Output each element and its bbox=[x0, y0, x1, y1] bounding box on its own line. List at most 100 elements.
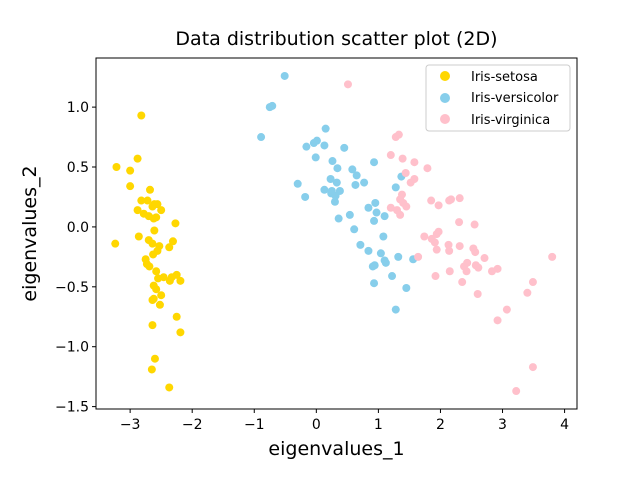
data-point-iris-virginica-35 bbox=[480, 254, 489, 263]
data-point-iris-virginica-2 bbox=[391, 133, 400, 142]
x-tick-label: −2 bbox=[182, 417, 203, 433]
data-point-iris-versicolor-29 bbox=[371, 198, 380, 207]
data-point-iris-versicolor-3 bbox=[257, 133, 266, 142]
data-point-iris-versicolor-38 bbox=[379, 232, 388, 241]
y-tick-label: −1.0 bbox=[55, 340, 89, 356]
data-point-iris-versicolor-9 bbox=[340, 143, 349, 152]
data-point-iris-versicolor-19 bbox=[351, 180, 360, 189]
data-point-iris-versicolor-28 bbox=[391, 183, 400, 192]
data-point-iris-versicolor-0 bbox=[280, 71, 289, 80]
legend: Iris-setosa Iris-versicolor Iris-virgini… bbox=[425, 64, 571, 132]
data-point-iris-versicolor-47 bbox=[388, 272, 397, 281]
data-point-iris-setosa-40 bbox=[172, 312, 181, 321]
data-point-iris-setosa-2 bbox=[133, 154, 142, 163]
data-point-iris-setosa-12 bbox=[133, 206, 142, 215]
data-point-iris-virginica-4 bbox=[398, 154, 407, 163]
data-point-iris-virginica-53 bbox=[528, 363, 537, 372]
axis-ticks: −3 −2 −1 0 1 2 3 4 −1.5 −1.0 −0.5 0.0 0.5 1.0 bbox=[55, 100, 569, 433]
data-point-iris-setosa-6 bbox=[137, 196, 146, 205]
data-point-iris-setosa-22 bbox=[148, 239, 157, 248]
data-point-iris-virginica-0 bbox=[343, 80, 352, 89]
data-point-iris-versicolor-8 bbox=[320, 141, 329, 150]
data-point-iris-setosa-30 bbox=[152, 267, 161, 276]
chart-title: Data distribution scatter plot (2D) bbox=[175, 28, 497, 50]
data-point-iris-virginica-40 bbox=[474, 263, 483, 272]
data-point-iris-setosa-4 bbox=[126, 182, 135, 191]
data-point-iris-setosa-48 bbox=[142, 260, 151, 269]
data-point-iris-setosa-3 bbox=[126, 166, 135, 175]
legend-label-virginica: Iris-virginica bbox=[471, 113, 550, 128]
data-point-iris-versicolor-31 bbox=[364, 203, 373, 212]
data-point-iris-versicolor-41 bbox=[376, 249, 385, 258]
data-point-iris-versicolor-4 bbox=[321, 124, 330, 133]
y-tick-label: 0.0 bbox=[67, 220, 89, 236]
data-point-iris-versicolor-50 bbox=[391, 305, 400, 314]
data-point-iris-virginica-22 bbox=[455, 218, 464, 227]
data-point-iris-virginica-17 bbox=[396, 210, 405, 219]
data-point-iris-versicolor-49 bbox=[402, 284, 411, 293]
data-point-iris-virginica-18 bbox=[434, 201, 443, 210]
data-point-iris-virginica-23 bbox=[470, 220, 479, 229]
data-point-iris-virginica-43 bbox=[445, 267, 454, 276]
data-point-iris-setosa-26 bbox=[165, 243, 174, 252]
x-tick-label: −1 bbox=[244, 417, 265, 433]
data-point-iris-versicolor-10 bbox=[328, 157, 337, 166]
x-axis-label: eigenvalues_1 bbox=[268, 438, 404, 460]
data-point-iris-setosa-7 bbox=[143, 196, 152, 205]
data-point-iris-versicolor-12 bbox=[333, 164, 342, 173]
data-point-iris-setosa-44 bbox=[147, 365, 156, 374]
data-point-iris-versicolor-25 bbox=[301, 192, 310, 201]
data-point-iris-versicolor-13 bbox=[352, 171, 361, 180]
data-point-iris-versicolor-6 bbox=[309, 139, 318, 148]
data-point-iris-versicolor-37 bbox=[350, 225, 359, 234]
x-tick-label: 1 bbox=[374, 417, 383, 433]
data-point-iris-setosa-36 bbox=[152, 285, 161, 294]
data-point-iris-setosa-27 bbox=[149, 250, 158, 259]
data-point-iris-versicolor-30 bbox=[330, 197, 339, 206]
data-point-iris-setosa-34 bbox=[176, 276, 185, 285]
data-point-iris-versicolor-11 bbox=[311, 153, 320, 162]
data-point-iris-virginica-54 bbox=[512, 387, 521, 396]
x-tick-label: 3 bbox=[498, 417, 507, 433]
legend-marker-versicolor bbox=[440, 93, 450, 103]
data-point-iris-virginica-29 bbox=[444, 240, 453, 249]
data-point-iris-versicolor-14 bbox=[370, 158, 379, 167]
data-point-iris-virginica-21 bbox=[455, 194, 464, 203]
data-point-iris-virginica-52 bbox=[493, 316, 502, 325]
y-axis-label: eigenvalues_2 bbox=[19, 165, 41, 301]
data-point-iris-setosa-42 bbox=[176, 328, 185, 337]
plot-area bbox=[111, 71, 557, 396]
data-point-iris-virginica-5 bbox=[410, 158, 419, 167]
y-tick-label: −1.5 bbox=[55, 400, 89, 416]
data-point-iris-setosa-1 bbox=[112, 163, 121, 172]
data-point-iris-setosa-16 bbox=[149, 214, 158, 223]
data-point-iris-versicolor-34 bbox=[380, 212, 389, 221]
data-point-iris-setosa-45 bbox=[165, 383, 174, 392]
data-point-iris-setosa-0 bbox=[137, 111, 146, 120]
data-point-iris-virginica-44 bbox=[462, 267, 471, 276]
x-tick-label: 2 bbox=[436, 417, 445, 433]
data-point-iris-versicolor-35 bbox=[334, 214, 343, 223]
data-point-iris-versicolor-32 bbox=[372, 208, 381, 217]
y-tick-label: 1.0 bbox=[67, 100, 89, 116]
legend-marker-virginica bbox=[440, 114, 450, 124]
data-point-iris-versicolor-18 bbox=[293, 179, 302, 188]
data-point-iris-setosa-43 bbox=[150, 354, 159, 363]
data-point-iris-virginica-6 bbox=[423, 164, 432, 173]
data-point-iris-versicolor-42 bbox=[394, 252, 403, 261]
data-point-iris-virginica-42 bbox=[493, 264, 502, 273]
x-tick-label: 0 bbox=[312, 417, 321, 433]
data-point-iris-virginica-36 bbox=[414, 252, 423, 261]
data-point-iris-virginica-20 bbox=[447, 195, 456, 204]
data-point-iris-versicolor-51 bbox=[381, 258, 390, 267]
data-point-iris-versicolor-16 bbox=[326, 174, 335, 183]
data-point-iris-setosa-17 bbox=[171, 219, 180, 228]
data-point-iris-versicolor-46 bbox=[368, 262, 377, 271]
data-point-iris-setosa-18 bbox=[111, 239, 120, 248]
data-point-iris-versicolor-48 bbox=[370, 279, 379, 288]
data-point-iris-virginica-15 bbox=[386, 203, 395, 212]
data-point-iris-virginica-45 bbox=[431, 272, 440, 281]
data-point-iris-virginica-26 bbox=[420, 232, 429, 241]
